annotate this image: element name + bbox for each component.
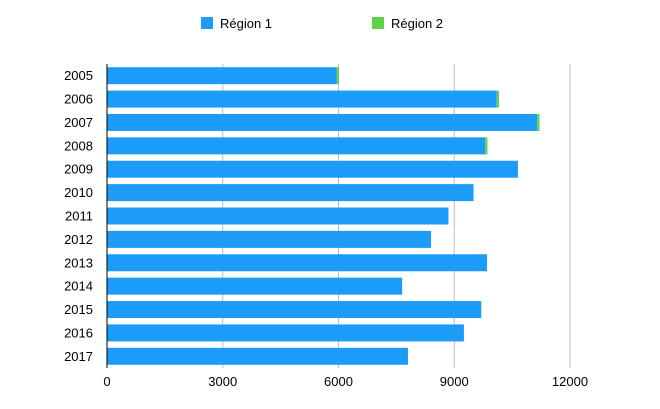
y-category-2010: 2010: [64, 185, 93, 200]
x-tick-6000: 6000: [324, 374, 353, 389]
y-category-2012: 2012: [64, 232, 93, 247]
y-category-2013: 2013: [64, 255, 93, 270]
bar-2006-series-2: [496, 90, 500, 108]
bars: [107, 67, 540, 365]
y-category-2011: 2011: [65, 209, 93, 224]
bar-2008-series-1: [107, 137, 486, 155]
y-category-2008: 2008: [64, 138, 93, 153]
x-tick-labels: 0 3000 6000 9000 12000: [103, 374, 588, 389]
bar-2013-series-1: [107, 254, 488, 272]
bar-2007-series-1: [107, 113, 538, 131]
bar-2005-series-2: [336, 67, 339, 85]
y-category-2014: 2014: [64, 279, 93, 294]
x-tick-0: 0: [103, 374, 110, 389]
bar-2014-series-1: [107, 277, 403, 295]
bar-2012-series-1: [107, 230, 432, 248]
bar-2010-series-1: [107, 184, 474, 202]
legend-swatch-2: [372, 17, 384, 29]
bar-2005-series-1: [107, 67, 337, 85]
y-category-2016: 2016: [64, 325, 93, 340]
y-category-2006: 2006: [64, 92, 93, 107]
bar-2009-series-1: [107, 160, 518, 178]
legend-label-2: Région 2: [391, 16, 443, 31]
x-tick-9000: 9000: [440, 374, 469, 389]
y-category-2017: 2017: [64, 349, 93, 364]
y-category-2015: 2015: [64, 302, 93, 317]
legend: Région 1 Région 2: [201, 16, 443, 31]
bar-2017-series-1: [107, 347, 408, 365]
legend-swatch-1: [201, 17, 213, 29]
y-category-2007: 2007: [64, 115, 93, 130]
y-category-2005: 2005: [64, 68, 93, 83]
bar-2015-series-1: [107, 301, 482, 319]
x-tick-12000: 12000: [552, 374, 588, 389]
bar-2011-series-1: [107, 207, 449, 225]
x-tick-3000: 3000: [208, 374, 237, 389]
bar-2007-series-2: [537, 113, 540, 131]
y-category-labels: 2005 2006 2007 2008 2009 2010 2011 2012 2013 2014…: [64, 68, 93, 364]
bar-2016-series-1: [107, 324, 464, 342]
bar-2008-series-2: [485, 137, 488, 155]
bar-2006-series-1: [107, 90, 497, 108]
y-category-2009: 2009: [64, 162, 93, 177]
legend-label-1: Région 1: [220, 16, 272, 31]
